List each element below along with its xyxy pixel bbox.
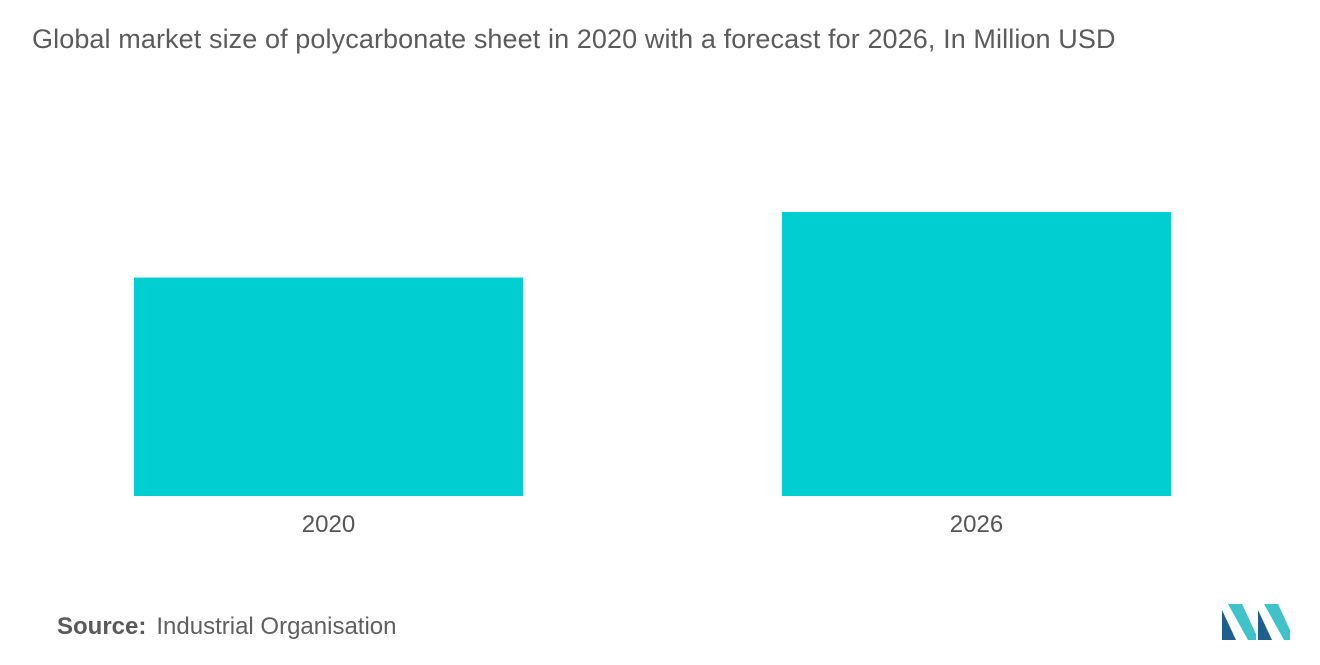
mordor-intelligence-logo-icon — [1222, 604, 1290, 640]
source-text: Industrial Organisation — [156, 613, 397, 640]
chart-title: Global market size of polycarbonate shee… — [32, 24, 1116, 54]
x-tick-label-2026: 2026 — [950, 511, 1003, 538]
x-tick-labels: 2020 2026 — [302, 511, 1003, 538]
bars-layer — [134, 212, 1171, 496]
x-tick-label-2020: 2020 — [302, 511, 355, 538]
bar-2020 — [134, 277, 523, 496]
source-label: Source: — [57, 613, 147, 640]
source-note: Source: Industrial Organisation — [57, 613, 397, 641]
bar-2026 — [782, 212, 1171, 496]
